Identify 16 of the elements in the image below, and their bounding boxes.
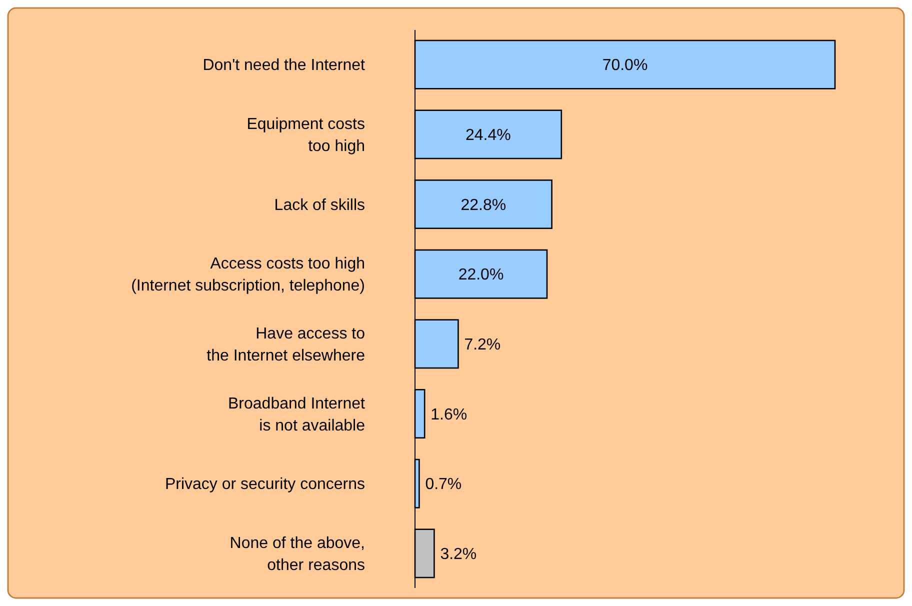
- data-label: 22.8%: [460, 196, 506, 214]
- y-tick-label: Equipment costs too high: [246, 116, 365, 156]
- data-label: 70.0%: [602, 57, 648, 74]
- data-label: 1.6%: [430, 406, 468, 424]
- y-tick-label: Lack of skills: [274, 196, 365, 214]
- data-label: 7.2%: [464, 336, 501, 354]
- y-tick-label: None of the above, other reasons: [230, 535, 365, 574]
- y-tick-label: Access costs too high (Internet subscription, telephone): [131, 256, 365, 295]
- y-tick-label: Broadband Internet is not available: [228, 395, 366, 434]
- data-label: 22.0%: [458, 266, 504, 284]
- y-tick-label: Privacy or security concerns: [164, 476, 365, 494]
- y-tick-label: Have access to the Internet elsewhere: [206, 326, 366, 365]
- y-tick-label: Don't need the Internet: [202, 57, 366, 74]
- data-label: 24.4%: [466, 127, 511, 144]
- data-label: 0.7%: [425, 476, 462, 494]
- data-label: 3.2%: [440, 546, 477, 564]
